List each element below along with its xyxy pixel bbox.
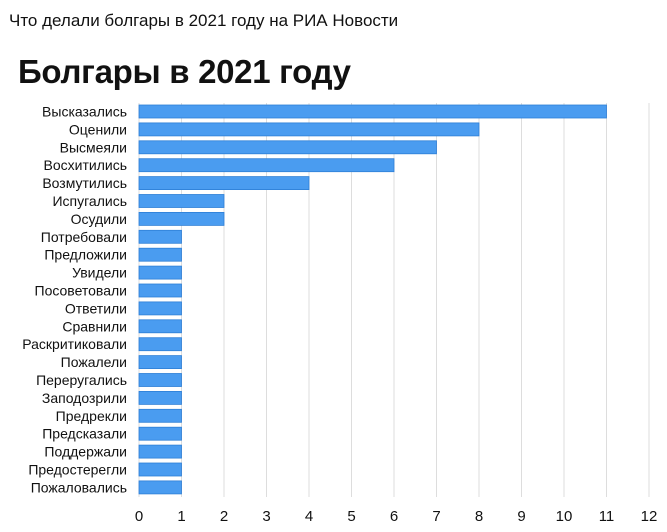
x-tick-label: 7	[432, 508, 440, 525]
category-label: Высмеяли	[60, 139, 127, 155]
category-label: Предрекли	[56, 408, 127, 424]
category-label: Заподозрили	[42, 390, 127, 406]
x-tick-label: 6	[390, 508, 398, 525]
category-label: Оценили	[69, 121, 127, 137]
x-tick-labels: 0 1 2 3 4 5 6 7 8 9 10 11 12	[135, 508, 658, 525]
bar	[138, 301, 182, 316]
bar	[138, 283, 182, 298]
category-label: Переругались	[36, 372, 127, 388]
x-tick-label: 5	[347, 508, 355, 525]
bar	[138, 158, 395, 173]
category-label: Предложили	[44, 247, 127, 263]
category-label: Осудили	[71, 211, 127, 227]
bar	[138, 319, 182, 334]
category-label: Потребовали	[41, 229, 127, 245]
bar	[138, 140, 437, 155]
bar	[138, 194, 225, 208]
category-label: Ответили	[65, 300, 127, 316]
bar	[138, 355, 182, 370]
category-label: Раскритиковали	[22, 336, 127, 352]
x-tick-label: 1	[177, 508, 185, 525]
bar	[138, 408, 182, 423]
category-label: Поддержали	[44, 444, 127, 460]
bar	[138, 444, 182, 459]
bars	[138, 104, 607, 495]
bar	[138, 247, 182, 262]
x-tick-label: 9	[517, 508, 525, 525]
category-label: Возмутились	[42, 175, 127, 191]
bar	[138, 337, 182, 352]
bar	[138, 426, 182, 441]
category-label: Восхитились	[44, 157, 127, 173]
grid-lines	[138, 103, 650, 497]
x-tick-label: 4	[305, 508, 313, 525]
x-tick-label: 12	[641, 508, 658, 525]
bar	[138, 390, 182, 405]
x-tick-label: 11	[599, 508, 615, 525]
bar	[138, 462, 182, 477]
category-label: Предостерегли	[28, 462, 127, 478]
category-label: Пожаловались	[31, 479, 127, 495]
chart-title: Болгары в 2021 году	[18, 53, 351, 90]
x-tick-label: 10	[556, 508, 573, 525]
bar	[138, 122, 480, 137]
bar	[138, 211, 225, 226]
x-tick-label: 0	[135, 508, 143, 525]
bar	[138, 373, 182, 387]
bar	[138, 229, 182, 244]
bar	[138, 265, 182, 280]
bar	[138, 176, 310, 191]
category-label: Пожалели	[61, 354, 127, 370]
category-label: Посоветовали	[35, 283, 128, 299]
bar	[138, 480, 182, 495]
x-tick-label: 2	[220, 508, 228, 525]
category-label: Предсказали	[42, 426, 127, 442]
x-tick-label: 8	[475, 508, 483, 525]
category-label: Испугались	[52, 193, 127, 209]
category-label: Увидели	[72, 265, 127, 281]
page-caption: Что делали болгары в 2021 году на РИА Но…	[9, 11, 399, 30]
category-label: Высказались	[42, 104, 127, 120]
bar	[138, 104, 607, 119]
category-label: Сравнили	[62, 318, 127, 334]
x-tick-label: 3	[262, 508, 270, 525]
